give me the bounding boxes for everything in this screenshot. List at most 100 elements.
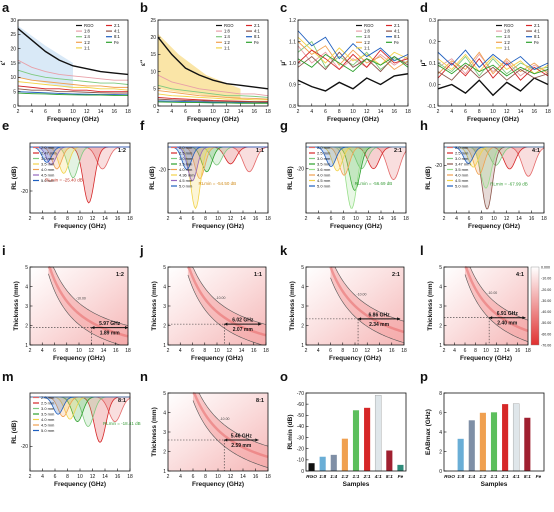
x-tick-label: 4 (170, 109, 173, 115)
legend-entry: 4.0 mm (179, 167, 193, 172)
arrow-head-left (91, 326, 95, 330)
legend-entry: 2.0 mm (179, 145, 193, 150)
arrow-head-left (358, 317, 362, 321)
y-tick-label: -50 (297, 413, 304, 419)
x-tick-label: 18 (125, 109, 131, 115)
y-axis-title: RL (dB) (425, 166, 432, 189)
shaded-band (158, 33, 241, 100)
category-label: 8:1 (386, 474, 393, 480)
legend-entry: 4.5 mm (317, 178, 331, 183)
x-tick-label: 2 (305, 216, 308, 222)
ratio-label: 4:1 (516, 272, 524, 278)
legend-entry: 5.0 mm (317, 184, 331, 189)
category-label: 1:2 (479, 474, 486, 480)
x-tick-label: 12 (88, 348, 94, 354)
y-tick-label: 1 (25, 343, 28, 349)
panel-label-a: a (2, 0, 10, 15)
panel-label-g: g (280, 118, 288, 133)
x-tick-label: 10 (491, 216, 497, 222)
ratio-label: 4:1 (532, 148, 540, 154)
x-tick-label: 6 (464, 348, 467, 354)
legend-entry: 1:2 (364, 40, 370, 45)
x-tick-label: 14 (102, 216, 108, 222)
x-tick-label: 18 (401, 348, 407, 354)
colorbar-tick-label: 0.000 (541, 266, 550, 270)
panel-a: 2 4 6 8 10 12 14 16 18 Frequency (GHz) 0 5 10 15 20 25 3… (0, 0, 131, 123)
legend-entry: 2.47 mm (41, 151, 57, 156)
arrow-head-left (224, 438, 228, 442)
bar-1-1 (490, 412, 498, 471)
thickness-label: 2.07 mm (233, 327, 254, 333)
y-tick-label: -0.1 (427, 104, 436, 110)
panel-label-j: j (139, 243, 144, 258)
y-tick-label: 0 (13, 104, 16, 110)
absorption-ridge (464, 265, 529, 333)
category-label: 1:8 (457, 474, 464, 480)
x-tick-label: 2 (305, 348, 308, 354)
series-line-4-1 (437, 64, 549, 81)
x-tick-label: 16 (391, 109, 397, 115)
series-line-1-4 (437, 55, 549, 77)
x-tick-label: 6 (54, 216, 57, 222)
x-tick-label: 18 (125, 348, 131, 354)
category-label: 1:1 (353, 474, 360, 480)
x-tick-label: 8 (65, 348, 68, 354)
y-tick-label: 6 (439, 410, 442, 416)
bar-RGO (308, 463, 315, 471)
x-tick-label: 6 (192, 216, 195, 222)
legend-entry: 3.0 mm (41, 156, 55, 161)
y-tick-label: -20 (297, 447, 304, 453)
y-tick-label: 0.2 (429, 39, 436, 45)
series-line-1-1 (437, 53, 549, 75)
legend-entry: 4:1 (114, 29, 120, 34)
x-tick-label: 16 (391, 216, 397, 222)
y-tick-label: -20 (435, 163, 442, 169)
legend-entry: 4.0 mm (317, 173, 331, 178)
series-line-1-2 (157, 90, 269, 100)
legend-entry: 5.0 mm (455, 184, 469, 189)
legend-entry: 3.5 mm (455, 167, 469, 172)
colorbar-tick-label: -60.00 (541, 332, 551, 336)
x-tick-label: 2 (443, 348, 446, 354)
panel-label-m: m (2, 369, 14, 384)
y-tick-label: 10 (10, 75, 16, 81)
rlmin-annotation: RLmin = -54.50 dB (199, 181, 237, 186)
x-tick-label: 2 (17, 109, 20, 115)
y-tick-label: 1 (163, 343, 166, 349)
legend-entry: 3.6 mm (317, 167, 331, 172)
legend-entry: 1:1 (364, 45, 370, 50)
legend-entry: 3.47 mm (455, 162, 471, 167)
legend-entry: 2.5 mm (455, 151, 469, 156)
x-tick-label: 10 (483, 348, 489, 354)
rl-curve-5-0-mm (306, 146, 406, 168)
y-tick-label: 3 (25, 304, 28, 310)
contour-label: -10.00 (357, 293, 367, 297)
y-tick-label: 5 (13, 89, 16, 95)
x-tick-label: 8 (66, 474, 69, 480)
y-axis-title: μ′ (280, 60, 287, 66)
legend-entry: 4:1 (394, 29, 400, 34)
x-tick-label: 18 (265, 474, 271, 480)
legend-entry: 2:1 (394, 23, 400, 28)
panel-label-i: i (2, 243, 6, 258)
y-tick-label: 5 (163, 391, 166, 397)
thickness-label: 2.40 mm (497, 321, 518, 327)
ratio-label: 1:1 (256, 148, 264, 154)
series-line-1-4 (17, 69, 129, 85)
x-tick-label: 8 (474, 348, 477, 354)
category-label: 1:2 (341, 474, 348, 480)
y-tick-label: 4 (163, 284, 166, 290)
legend-entry: 8:1 (114, 34, 120, 39)
legend-entry: 1:1 (504, 45, 510, 50)
y-axis-title: Thickness (mm) (427, 281, 434, 331)
legend-entry: 4.0 mm (41, 417, 55, 422)
x-tick-label: 12 (364, 348, 370, 354)
legend-entry: 1:8 (84, 29, 90, 34)
x-tick-label: 6 (184, 109, 187, 115)
y-tick-label: 4 (439, 284, 442, 290)
ratio-label: 1:1 (254, 272, 262, 278)
x-axis-title: Frequency (GHz) (54, 481, 106, 488)
legend-entry: 3.0 mm (455, 156, 469, 161)
category-label: 2:1 (501, 474, 509, 480)
y-axis-title: RL (dB) (11, 166, 18, 189)
